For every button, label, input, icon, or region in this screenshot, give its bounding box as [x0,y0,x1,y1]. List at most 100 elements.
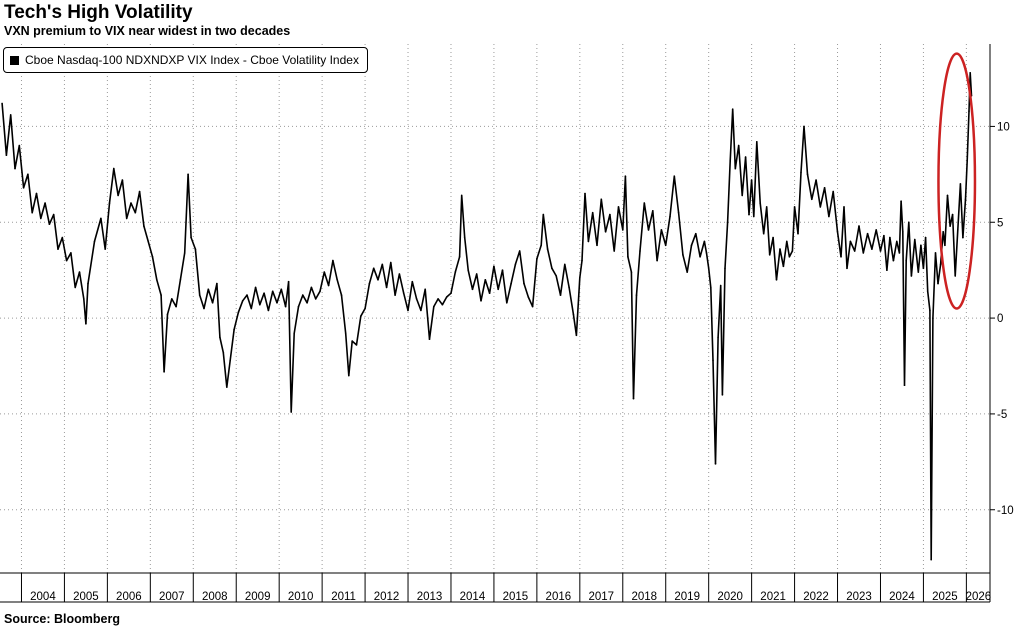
data-point [926,290,929,293]
data-point [643,202,646,204]
data-point [705,252,708,254]
data-point [815,179,817,181]
data-point [280,288,283,291]
data-point [471,288,474,291]
data-point [355,344,358,346]
data-point [581,259,583,262]
x-tick-label: 2023 [846,591,872,603]
x-tick-label: 2010 [288,591,314,603]
data-point [85,323,87,325]
data-point [175,305,177,308]
data-point [536,257,538,260]
data-point [70,252,72,254]
x-tick-label: 2025 [932,591,958,603]
y-tick-label: 5 [997,217,1003,229]
data-point [9,114,12,116]
data-point [467,269,470,272]
data-point [791,250,794,252]
data-point [493,265,495,268]
data-point [731,108,734,110]
series-line [1,72,973,561]
data-point [340,294,343,296]
data-point [454,271,457,273]
x-tick-label: 2006 [116,591,142,603]
data-point [27,173,29,176]
data-point [753,215,755,218]
data-point [724,267,726,270]
data-point [332,259,334,262]
data-point [190,236,192,239]
data-point [475,273,478,275]
data-point [151,255,154,258]
x-tick-label: 2018 [631,591,657,603]
data-point [222,351,225,354]
data-point [394,294,396,296]
data-point [293,332,296,335]
data-point [922,267,925,270]
x-tick-label: 2019 [674,591,700,603]
data-point [714,463,717,465]
data-point [194,248,197,250]
data-point [811,198,813,201]
data-point [551,267,553,270]
data-point [969,72,971,74]
x-tick-label: 2012 [374,591,400,603]
x-tick-label: 2007 [159,591,185,603]
data-point [310,286,313,289]
highlight-ellipse [937,52,977,310]
data-point [518,250,521,252]
data-point [183,252,186,254]
data-point [83,298,85,300]
axes: -10 -5 0 5 10 2004 2005 2006 2007 2008 2009 2010 201… [0,44,1014,603]
data-point [729,160,731,162]
data-point [348,374,350,377]
data-point [775,279,778,281]
data-point [542,213,545,216]
data-point [559,294,562,296]
data-point [939,263,942,266]
data-point [748,213,750,216]
data-point [5,154,8,156]
data-point [954,275,956,277]
data-point [78,271,81,273]
chart-legend: Cboe Nasdaq-100 NDXNDXP VIX Index - Cboe… [3,47,368,73]
data-point [246,294,248,296]
data-point [652,210,654,212]
data-point [163,371,165,373]
data-point [171,298,173,300]
data-point [484,279,487,281]
data-point [458,255,461,258]
data-point [609,213,611,216]
data-point [744,156,747,158]
data-point [898,252,901,254]
data-point [768,254,771,256]
data-point [138,190,141,193]
data-point [211,302,214,304]
data-point [828,215,830,218]
data-point [765,206,768,208]
data-point [203,307,205,310]
data-point [929,309,931,312]
data-point [591,211,594,214]
data-point [889,236,891,239]
data-point [866,232,869,235]
data-point [233,328,235,331]
data-point [823,187,826,189]
data-point [930,558,932,561]
x-tick-label: 2008 [202,591,228,603]
data-point [130,202,132,204]
y-tick-label: 0 [997,313,1003,325]
data-point [632,397,635,400]
data-point [903,384,906,387]
series-layer [1,72,973,561]
data-point [527,296,530,298]
data-point [402,292,405,295]
data-point [314,298,317,300]
data-point [584,192,586,195]
x-tick-label: 2011 [331,591,356,603]
grid-lines [0,44,990,573]
data-point [959,183,962,185]
source-note: Source: Bloomberg [4,612,120,626]
data-point [327,284,330,287]
x-tick-label: 2004 [30,591,56,603]
